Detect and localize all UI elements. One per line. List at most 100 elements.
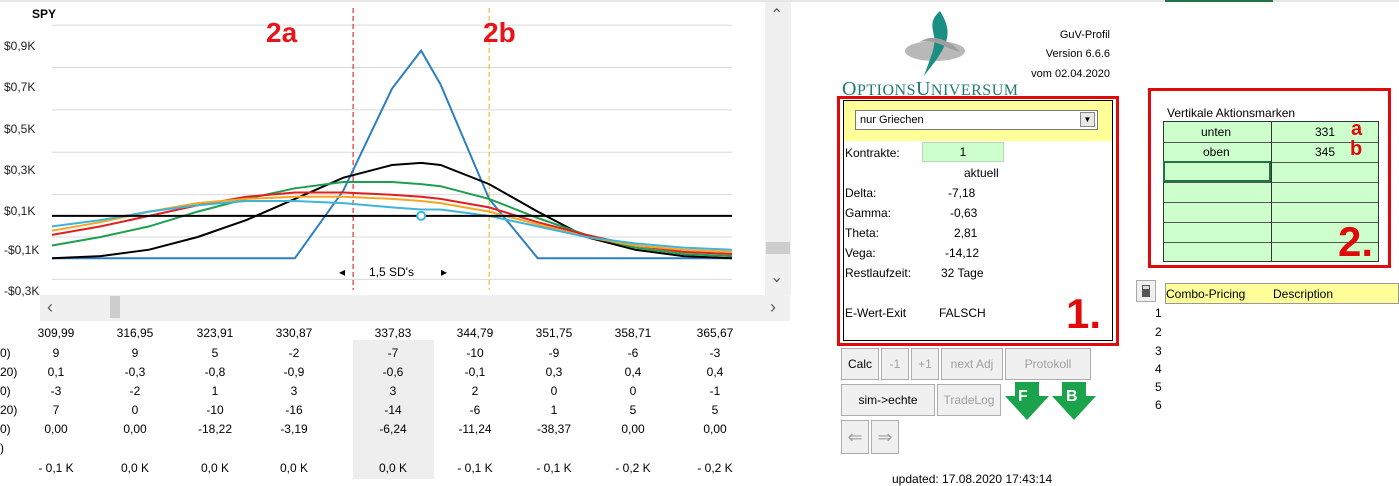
table-cell: 0,0 K (378, 461, 408, 475)
panel-marker-1: 1. (1066, 290, 1102, 337)
table-cell: -3 (50, 384, 62, 398)
horizontal-scroll-thumb[interactable] (110, 296, 120, 318)
vega-label: Vega: (845, 246, 876, 260)
payoff-chart-svg (51, 8, 733, 290)
sd-prev-button[interactable]: ◂ (339, 265, 346, 279)
current-price-marker (416, 210, 427, 221)
vertical-scroll-thumb[interactable] (766, 242, 790, 254)
table-cell: -3 (709, 346, 721, 360)
selected-cell[interactable] (1163, 161, 1271, 182)
plus-one-button[interactable]: +1 (911, 348, 939, 380)
table-cell: 0,4 (624, 365, 642, 379)
restlaufzeit-value: 32 Tage (941, 266, 984, 280)
row-label: 20) (0, 365, 18, 379)
view-mode-dropdown[interactable]: nur Griechen (855, 110, 1098, 130)
kontrakte-label: Kontrakte: (845, 146, 900, 160)
row-label: 0) (0, 422, 11, 436)
logo-title: OPTIONSUNIVERSUM (842, 78, 1019, 100)
table-cell: -16 (285, 403, 303, 417)
tradelog-button[interactable]: TradeLog (937, 384, 1001, 416)
table-cell: -18,22 (197, 422, 233, 436)
grid-column-separator (1271, 121, 1272, 262)
table-cell: 0,0 K (200, 461, 230, 475)
table-cell: -11,24 (458, 422, 492, 436)
dropdown-value: nur Griechen (860, 114, 924, 126)
ewert-exit-value: FALSCH (939, 306, 986, 320)
sd-next-button[interactable]: ▸ (441, 265, 448, 279)
combo-row-number: 1 (1155, 306, 1162, 320)
combo-row-number: 3 (1155, 344, 1162, 358)
y-tick-label: -$0,3K (4, 284, 40, 298)
table-cell: -10 (466, 346, 484, 360)
sd-range-label: 1,5 SD's (369, 265, 414, 279)
table-cell: 0,4 (706, 365, 724, 379)
gamma-value: -0,63 (950, 206, 978, 220)
next-adjustment-button[interactable]: next Adj (941, 348, 1003, 380)
gamma-label: Gamma: (845, 206, 892, 220)
marker-label-2b: 2b (483, 17, 516, 48)
highlighted-column (353, 340, 434, 479)
combo-row-number: 4 (1155, 362, 1162, 376)
chevron-down-icon[interactable]: ▼ (1080, 112, 1095, 127)
theta-value: 2,81 (954, 226, 978, 240)
row-label: 0) (0, 384, 11, 398)
kontrakte-input[interactable]: 1 (922, 142, 1004, 162)
horizontal-scrollbar[interactable] (40, 295, 790, 321)
row-label: ) (0, 441, 4, 455)
table-cell: 1 (550, 403, 558, 417)
table-cell: -38,37 (536, 422, 572, 436)
table-cell: -0,1 (464, 365, 486, 379)
y-tick-label: $0,5K (4, 122, 36, 136)
scroll-down-arrow-icon[interactable]: ⌄ (770, 269, 784, 286)
row-label: 0) (0, 346, 11, 360)
table-cell: 0,00 (703, 422, 727, 436)
table-cell: 3 (290, 384, 298, 398)
updated-timestamp: updated: 17.08.2020 17:43:14 (892, 472, 1053, 486)
table-cell: -10 (206, 403, 224, 417)
marker-row-label: unten (1201, 125, 1232, 139)
sim-to-real-button[interactable]: sim->echte (841, 384, 935, 416)
marker-row-value[interactable]: 345 (1315, 145, 1336, 159)
table-cell: 9 (131, 346, 139, 360)
table-cell: 0,00 (621, 422, 645, 436)
series-line (51, 200, 733, 251)
delta-value: -7,18 (948, 186, 976, 200)
active-sheet-indicator (1165, 0, 1273, 2)
greeks-panel (843, 100, 1113, 341)
table-cell: 0 (131, 403, 139, 417)
table-cell: 0,3 (545, 365, 563, 379)
table-cell: -0,6 (382, 365, 404, 379)
table-cell: 0,1 (47, 365, 65, 379)
version-date: vom 02.04.2020 (1031, 68, 1110, 80)
column-header: 358,71 (614, 326, 652, 340)
calc-button[interactable]: Calc (841, 348, 879, 380)
scroll-right-arrow-icon[interactable]: › (770, 297, 776, 317)
action-markers-title: Vertikale Aktionsmarken (1167, 106, 1296, 120)
table-cell: 5 (211, 346, 219, 360)
protokoll-button[interactable]: Protokoll (1005, 348, 1091, 380)
table-cell: - 0,2 K (697, 461, 733, 475)
forward-green-arrow-icon[interactable] (1005, 382, 1049, 420)
table-cell: -2 (288, 346, 300, 360)
table-cell: -0,3 (124, 365, 146, 379)
marker-row-mark: b (1350, 138, 1363, 160)
minus-one-button[interactable]: -1 (881, 348, 909, 380)
table-cell: -2 (129, 384, 141, 398)
nav-forward-button[interactable]: ⇒ (871, 420, 899, 454)
y-tick-label: $0,7K (4, 80, 36, 94)
version-number: Version 6.6.6 (1045, 48, 1110, 60)
vega-value: -14,12 (945, 246, 980, 260)
panel-marker-2: 2. (1338, 218, 1374, 265)
scroll-left-arrow-icon[interactable]: ‹ (47, 297, 53, 317)
nav-back-button[interactable]: ⇐ (841, 420, 869, 454)
table-cell: 0,00 (44, 422, 68, 436)
scroll-up-arrow-icon[interactable]: ⌃ (770, 7, 784, 24)
column-header: 365,67 (696, 326, 734, 340)
theta-label: Theta: (845, 226, 880, 240)
calculator-icon[interactable] (1136, 280, 1156, 302)
payoff-chart (0, 0, 765, 295)
table-cell: 0 (550, 384, 558, 398)
marker-row-value[interactable]: 331 (1315, 125, 1336, 139)
combo-row-number: 6 (1155, 398, 1162, 412)
back-green-arrow-icon[interactable] (1052, 382, 1096, 420)
